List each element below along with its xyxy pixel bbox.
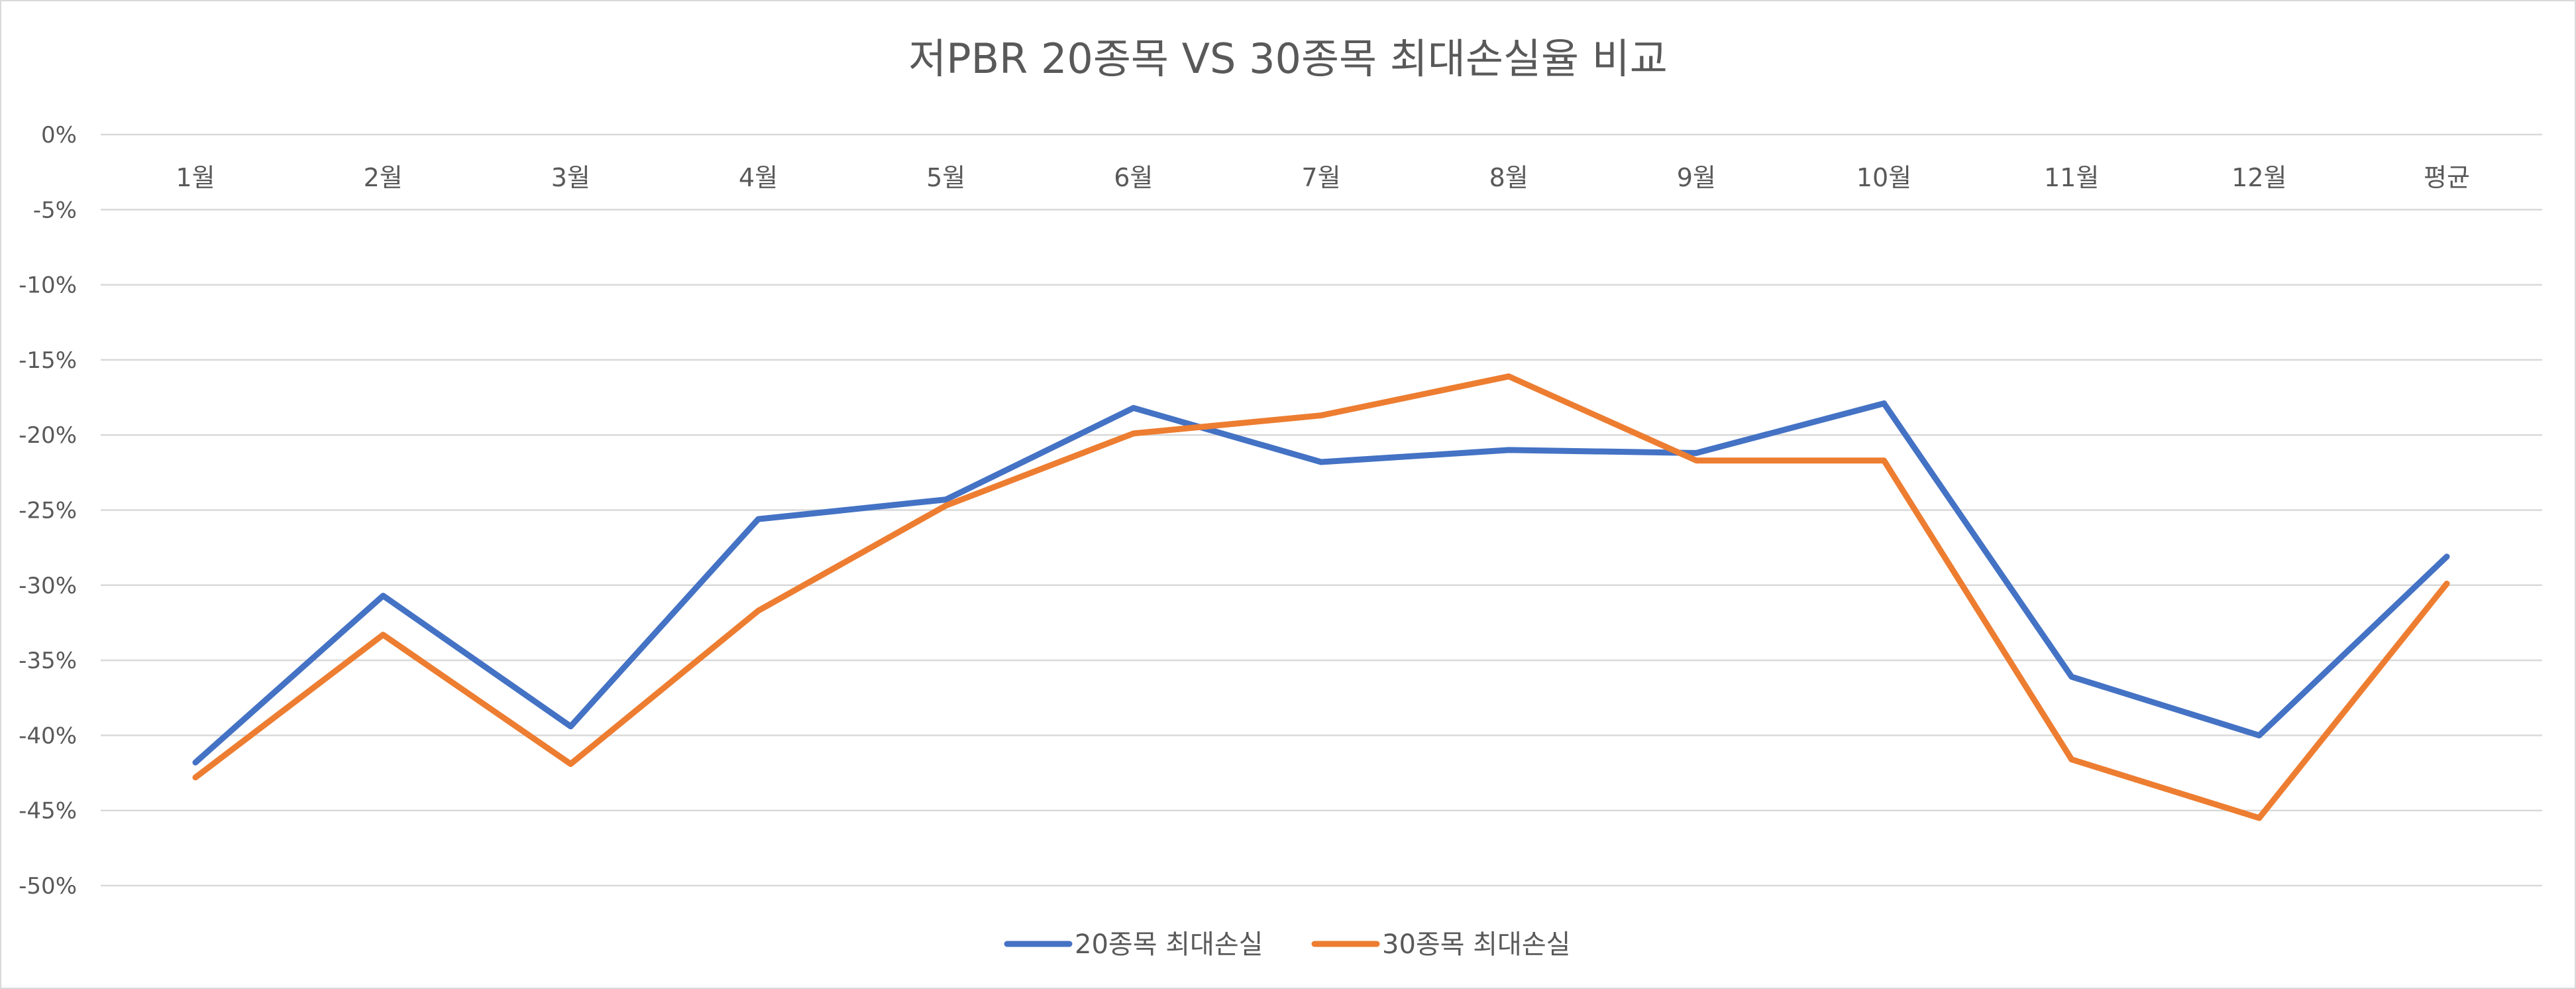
- y-tick-label: -45%: [19, 798, 77, 825]
- legend: 20종목 최대손실 30종목 최대손실: [1004, 929, 1570, 960]
- x-tick-label: 5월: [926, 163, 965, 192]
- x-axis-tick-labels: 1월 2월 3월 4월 5월 6월 7월 8월 9월 10월 11월 12월 평균: [176, 163, 2470, 192]
- series-line-2: [192, 373, 2450, 821]
- x-tick-label: 7월: [1301, 163, 1340, 192]
- x-tick-label: 11월: [2044, 163, 2099, 192]
- x-tick-label: 6월: [1114, 163, 1153, 192]
- y-tick-label: -25%: [19, 498, 77, 524]
- x-tick-label: 평균: [2424, 163, 2470, 192]
- x-tick-label: 12월: [2231, 163, 2286, 192]
- y-axis-tick-labels: 0% -5% -10% -15% -20% -25% -30% -35% -40% -45% -50…: [19, 122, 77, 900]
- x-tick-label: 1월: [176, 163, 215, 192]
- x-tick-label: 4월: [739, 163, 778, 192]
- y-tick-label: -5%: [33, 197, 77, 223]
- y-tick-label: -50%: [19, 873, 77, 900]
- x-tick-label: 2월: [364, 163, 403, 192]
- y-tick-label: -15%: [19, 347, 77, 374]
- legend-label-2: 30종목 최대손실: [1382, 929, 1570, 960]
- y-tick-label: 0%: [41, 122, 77, 148]
- chart-title: 저PBR 20종목 VS 30종목 최대손실율 비교: [908, 34, 1668, 83]
- x-tick-label: 3월: [551, 163, 590, 192]
- y-tick-label: -35%: [19, 648, 77, 674]
- y-tick-label: -40%: [19, 723, 77, 749]
- series-lines: [192, 373, 2450, 821]
- series-line-1: [192, 400, 2450, 766]
- y-tick-label: -10%: [19, 272, 77, 299]
- y-tick-label: -30%: [19, 573, 77, 599]
- y-tick-label: -20%: [19, 422, 77, 449]
- grid-lines: [101, 133, 2542, 887]
- legend-label-1: 20종목 최대손실: [1075, 929, 1263, 960]
- x-tick-label: 10월: [1856, 163, 1911, 192]
- x-tick-label: 8월: [1489, 163, 1529, 192]
- x-tick-label: 9월: [1677, 163, 1716, 192]
